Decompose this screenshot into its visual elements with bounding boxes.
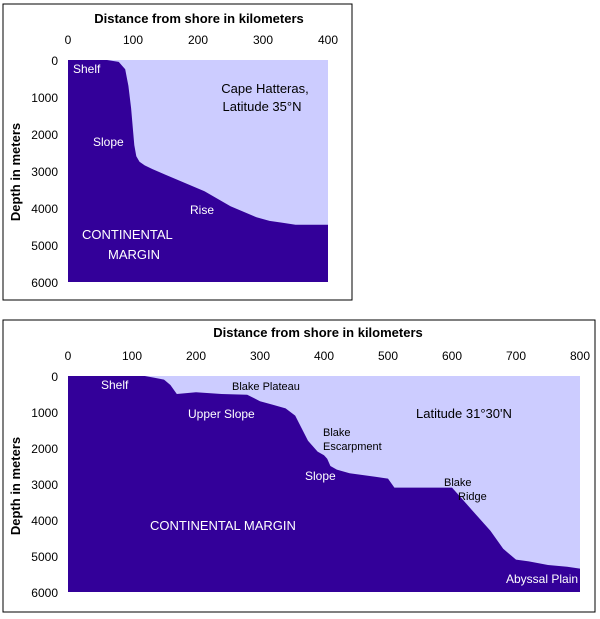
chart-2-label-blake-escarpment: Escarpment [323, 441, 382, 453]
chart-1-y-tick: 4000 [31, 202, 58, 216]
chart-1-label-margin: MARGIN [108, 247, 160, 262]
chart-2-x-tick: 500 [378, 349, 398, 363]
chart-1-y-tick: 0 [51, 54, 58, 68]
chart-1-x-tick: 200 [188, 33, 208, 47]
chart-1-label-margin: CONTINENTAL [82, 227, 173, 242]
chart-1-label-rise: Rise [190, 203, 214, 217]
chart-2-x-tick: 800 [570, 349, 590, 363]
chart-1-x-tick: 400 [318, 33, 338, 47]
chart-1-label-shelf: Shelf [73, 62, 101, 76]
chart-2-label-blake-plateau: Blake Plateau [232, 381, 300, 393]
chart-2-x-tick: 600 [442, 349, 462, 363]
chart-blake-plateau: Distance from shore in kilometers 0 100 … [2, 319, 596, 613]
chart-2-y-tick: 3000 [31, 478, 58, 492]
chart-2-seafloor-profile [68, 376, 580, 592]
chart-2-label-blake-ridge: Blake [444, 477, 472, 489]
chart-2-label-slope: Slope [305, 469, 336, 483]
chart-1-x-ticks: 0 100 200 300 400 [65, 33, 339, 47]
chart-1-y-axis-title: Depth in meters [8, 123, 23, 221]
chart-2-x-tick: 400 [314, 349, 334, 363]
chart-1-x-tick: 0 [65, 33, 72, 47]
chart-2-y-tick: 0 [51, 370, 58, 384]
chart-2-y-axis-title: Depth in meters [8, 437, 23, 535]
chart-2-label-shelf: Shelf [101, 378, 129, 392]
chart-1-y-tick: 3000 [31, 165, 58, 179]
chart-2-y-tick: 6000 [31, 586, 58, 600]
chart-2-x-tick: 100 [122, 349, 142, 363]
chart-2-annotations: Shelf Blake Plateau Upper Slope Blake Es… [101, 378, 578, 586]
chart-1-seafloor-profile [68, 60, 328, 282]
chart-2-x-tick: 700 [506, 349, 526, 363]
chart-2-x-tick: 300 [250, 349, 270, 363]
chart-2-y-tick: 5000 [31, 550, 58, 564]
chart-1-annotations: Shelf Slope Rise CONTINENTAL MARGIN Cape… [73, 62, 309, 262]
chart-2-y-ticks: 0 1000 2000 3000 4000 5000 6000 [31, 370, 58, 600]
chart-2-label-upper-slope: Upper Slope [188, 407, 255, 421]
chart-1-y-tick: 5000 [31, 239, 58, 253]
chart-1-location-label: Cape Hatteras, [221, 81, 308, 96]
chart-2-label-blake-ridge: Ridge [458, 491, 487, 503]
chart-cape-hatteras: Distance from shore in kilometers 0 100 … [2, 3, 353, 301]
chart-2-x-tick: 0 [65, 349, 72, 363]
chart-1-x-tick: 100 [123, 33, 143, 47]
chart-1-y-ticks: 0 1000 2000 3000 4000 5000 6000 [31, 54, 58, 290]
chart-1-y-tick: 1000 [31, 91, 58, 105]
chart-2-y-tick: 4000 [31, 514, 58, 528]
chart-2-x-tick: 200 [186, 349, 206, 363]
chart-1-x-axis-title: Distance from shore in kilometers [94, 11, 304, 26]
chart-1-label-slope: Slope [93, 135, 124, 149]
chart-2-label-blake-escarpment: Blake [323, 427, 351, 439]
chart-1-x-tick: 300 [253, 33, 273, 47]
chart-2-y-tick: 1000 [31, 406, 58, 420]
chart-1-y-tick: 6000 [31, 276, 58, 290]
chart-1-location-label: Latitude 35°N [223, 99, 302, 114]
chart-2-label-abyssal-plain: Abyssal Plain [506, 572, 578, 586]
chart-2-label-continental-margin: CONTINENTAL MARGIN [150, 518, 296, 533]
chart-2-y-tick: 2000 [31, 442, 58, 456]
chart-1-y-tick: 2000 [31, 128, 58, 142]
chart-2-x-ticks: 0 100 200 300 400 500 600 700 800 [65, 349, 591, 363]
chart-2-x-axis-title: Distance from shore in kilometers [213, 325, 423, 340]
chart-2-label-latitude: Latitude 31°30'N [416, 406, 512, 421]
